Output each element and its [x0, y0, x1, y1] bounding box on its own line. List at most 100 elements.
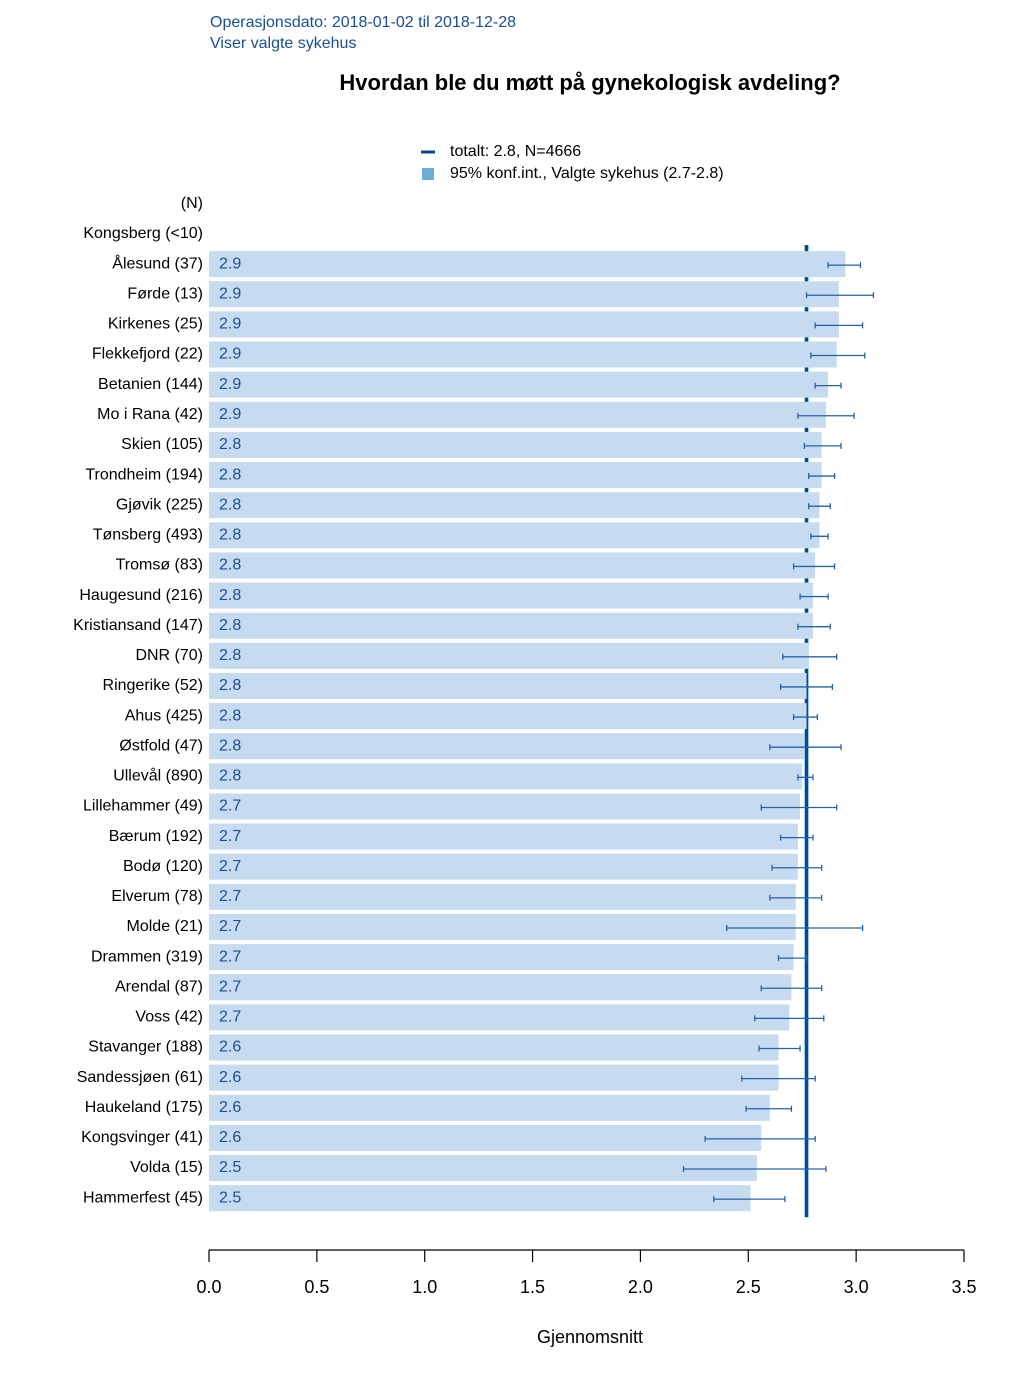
- value-label: 2.8: [219, 436, 241, 453]
- y-tick-label: Førde (13): [127, 285, 203, 302]
- y-tick-label: Voss (42): [135, 1009, 203, 1026]
- y-tick-label: Mo i Rana (42): [97, 406, 203, 423]
- bar: [209, 974, 792, 1001]
- bar: [209, 1094, 770, 1121]
- value-label: 2.9: [219, 316, 241, 333]
- y-tick-label: Gjøvik (225): [116, 496, 203, 513]
- subtitle: Operasjonsdato: 2018-01-02 til 2018-12-2…: [210, 14, 516, 31]
- x-axis-label: Gjennomsnitt: [537, 1327, 643, 1347]
- bar: [209, 793, 801, 820]
- bar: [209, 401, 826, 428]
- value-label: 2.7: [219, 828, 241, 845]
- value-label: 2.5: [219, 1159, 241, 1176]
- x-tick-label: 3.0: [844, 1277, 869, 1297]
- bar: [209, 883, 796, 910]
- y-tick-label: Østfold (47): [119, 737, 203, 754]
- bar: [209, 492, 820, 519]
- bar: [209, 1004, 790, 1031]
- y-tick-label: Arendal (87): [115, 978, 203, 995]
- legend-label: 95% konf.int., Valgte sykehus (2.7-2.8): [450, 165, 724, 182]
- value-label: 2.8: [219, 557, 241, 574]
- bar: [209, 341, 837, 368]
- bar: [209, 522, 820, 549]
- value-label: 2.5: [219, 1189, 241, 1206]
- subtitle: Viser valgte sykehus: [210, 35, 356, 52]
- bar: [209, 823, 798, 850]
- value-label: 2.6: [219, 1039, 241, 1056]
- x-tick-label: 2.0: [628, 1277, 653, 1297]
- value-label: 2.8: [219, 768, 241, 785]
- bar: [209, 1034, 779, 1061]
- y-tick-label: Trondheim (194): [85, 466, 203, 483]
- value-label: 2.8: [219, 496, 241, 513]
- chart-title: Hvordan ble du møtt på gynekologisk avde…: [339, 70, 840, 95]
- y-tick-label: Bodø (120): [123, 858, 203, 875]
- y-tick-label: Tromsø (83): [116, 557, 203, 574]
- bar: [209, 311, 839, 338]
- value-label: 2.8: [219, 647, 241, 664]
- bar: [209, 1185, 751, 1212]
- bar: [209, 672, 807, 699]
- value-label: 2.8: [219, 466, 241, 483]
- value-label: 2.6: [219, 1099, 241, 1116]
- y-tick-label: Betanien (144): [98, 376, 203, 393]
- x-tick-label: 2.5: [736, 1277, 761, 1297]
- y-tick-label: Molde (21): [127, 918, 203, 935]
- y-tick-label: Stavanger (188): [88, 1039, 203, 1056]
- y-tick-label: Bærum (192): [109, 828, 203, 845]
- y-tick-label: Ålesund (37): [112, 253, 203, 272]
- value-label: 2.9: [219, 285, 241, 302]
- x-tick-label: 1.0: [412, 1277, 437, 1297]
- x-tick-label: 1.5: [520, 1277, 545, 1297]
- value-label: 2.8: [219, 707, 241, 724]
- bar: [209, 853, 798, 880]
- value-label: 2.7: [219, 888, 241, 905]
- y-tick-label: Lillehammer (49): [83, 798, 203, 815]
- bar: [209, 612, 813, 639]
- y-tick-label: Flekkefjord (22): [92, 346, 203, 363]
- value-label: 2.9: [219, 376, 241, 393]
- value-label: 2.6: [219, 1129, 241, 1146]
- y-tick-label: Haukeland (175): [85, 1099, 203, 1116]
- x-tick-label: 0.5: [304, 1277, 329, 1297]
- bar: [209, 462, 822, 489]
- y-tick-label: Hammerfest (45): [83, 1189, 203, 1206]
- y-tick-label: Elverum (78): [111, 888, 203, 905]
- y-tick-label: Ahus (425): [125, 707, 203, 724]
- x-tick-label: 0.0: [196, 1277, 221, 1297]
- bar: [209, 431, 822, 458]
- y-tick-label: Kongsvinger (41): [81, 1129, 203, 1146]
- value-label: 2.8: [219, 677, 241, 694]
- y-tick-label: Kristiansand (147): [73, 617, 203, 634]
- bar: [209, 642, 809, 669]
- y-tick-label: Ringerike (52): [103, 677, 203, 694]
- value-label: 2.7: [219, 858, 241, 875]
- bar: [209, 1064, 779, 1091]
- y-tick-label: Skien (105): [121, 436, 203, 453]
- value-label: 2.8: [219, 617, 241, 634]
- bar: [209, 733, 805, 760]
- value-label: 2.8: [219, 587, 241, 604]
- bar: [209, 763, 803, 790]
- bar: [209, 371, 829, 398]
- legend-label: totalt: 2.8, N=4666: [450, 143, 581, 160]
- value-label: 2.9: [219, 255, 241, 272]
- value-label: 2.8: [219, 737, 241, 754]
- value-label: 2.7: [219, 948, 241, 965]
- x-tick-label: 3.5: [951, 1277, 976, 1297]
- value-label: 2.7: [219, 798, 241, 815]
- bar: [209, 1155, 757, 1182]
- y-tick-label: DNR (70): [135, 647, 203, 664]
- y-tick-label: Tønsberg (493): [93, 527, 203, 544]
- bar: [209, 1124, 762, 1151]
- y-tick-label: Volda (15): [130, 1159, 203, 1176]
- y-tick-label: Ullevål (890): [113, 767, 203, 785]
- bar: [209, 913, 796, 940]
- value-label: 2.7: [219, 1009, 241, 1026]
- value-label: 2.9: [219, 346, 241, 363]
- legend-band-symbol: [422, 168, 434, 180]
- bar: [209, 582, 813, 609]
- n-header: (N): [181, 195, 203, 212]
- value-label: 2.8: [219, 527, 241, 544]
